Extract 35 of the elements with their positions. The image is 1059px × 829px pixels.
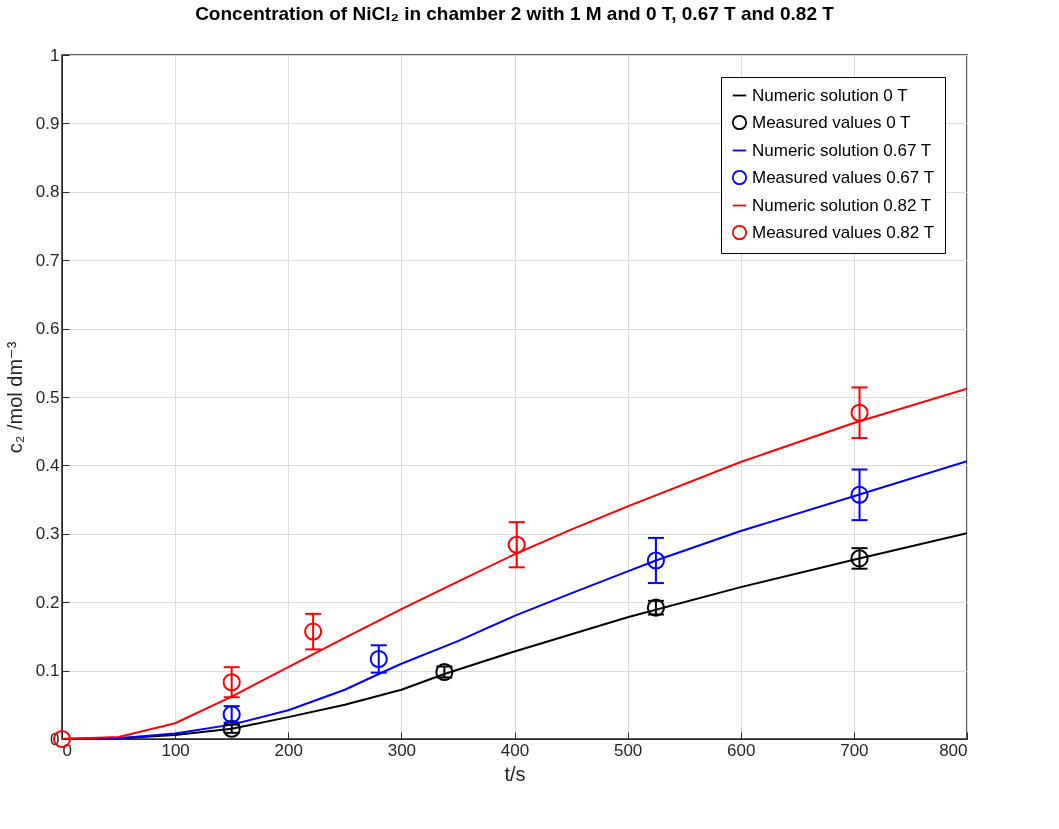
legend-label: Numeric solution 0.82 T [752,195,932,215]
x-tick-label: 500 [613,740,643,760]
x-tick-label: 300 [387,740,417,760]
x-tick-label: 600 [727,740,756,760]
point [850,485,869,504]
y-tick-label: 0.8 [35,182,60,202]
legend-label: Numeric solution 0 T [752,85,908,105]
x-tick-label: 400 [500,740,530,760]
point [850,403,869,422]
point [222,719,241,738]
point [304,622,323,641]
y-tick-label: 0.4 [35,455,60,475]
point [507,535,526,554]
x-axis-title: t/s [504,762,526,785]
y-tick-label: 0.5 [35,387,60,407]
point [222,673,241,692]
y-tick-label: 0.9 [35,113,60,133]
point [646,551,665,570]
y-tick-label: 0.7 [35,250,60,270]
legend-label: Measured values 0.82 T [752,222,935,242]
x-tick-label: 800 [939,740,968,760]
x-tick-label: 700 [840,740,869,760]
legend-label: Measured values 0 T [752,112,911,132]
y-tick-label: 1 [50,45,60,65]
y-tick-label: 0.6 [35,319,60,339]
x-tick-label: 100 [161,740,190,760]
y-tick-label: 0.1 [35,661,60,681]
chart-title: Concentration of NiCl₂ in chamber 2 with 1 M and 0 T, 0.67 T and 0.82 T [195,3,835,24]
y-tick-label: 0.3 [35,524,60,544]
y-axis-title: c₂ /mol dm⁻³ [3,341,26,454]
point [369,649,388,669]
y-tick-label: 0.2 [35,592,60,612]
legend-label: Numeric solution 0.67 T [752,140,932,160]
legend-label: Measured values 0.67 T [752,167,935,187]
x-tick-label: 200 [274,740,303,760]
